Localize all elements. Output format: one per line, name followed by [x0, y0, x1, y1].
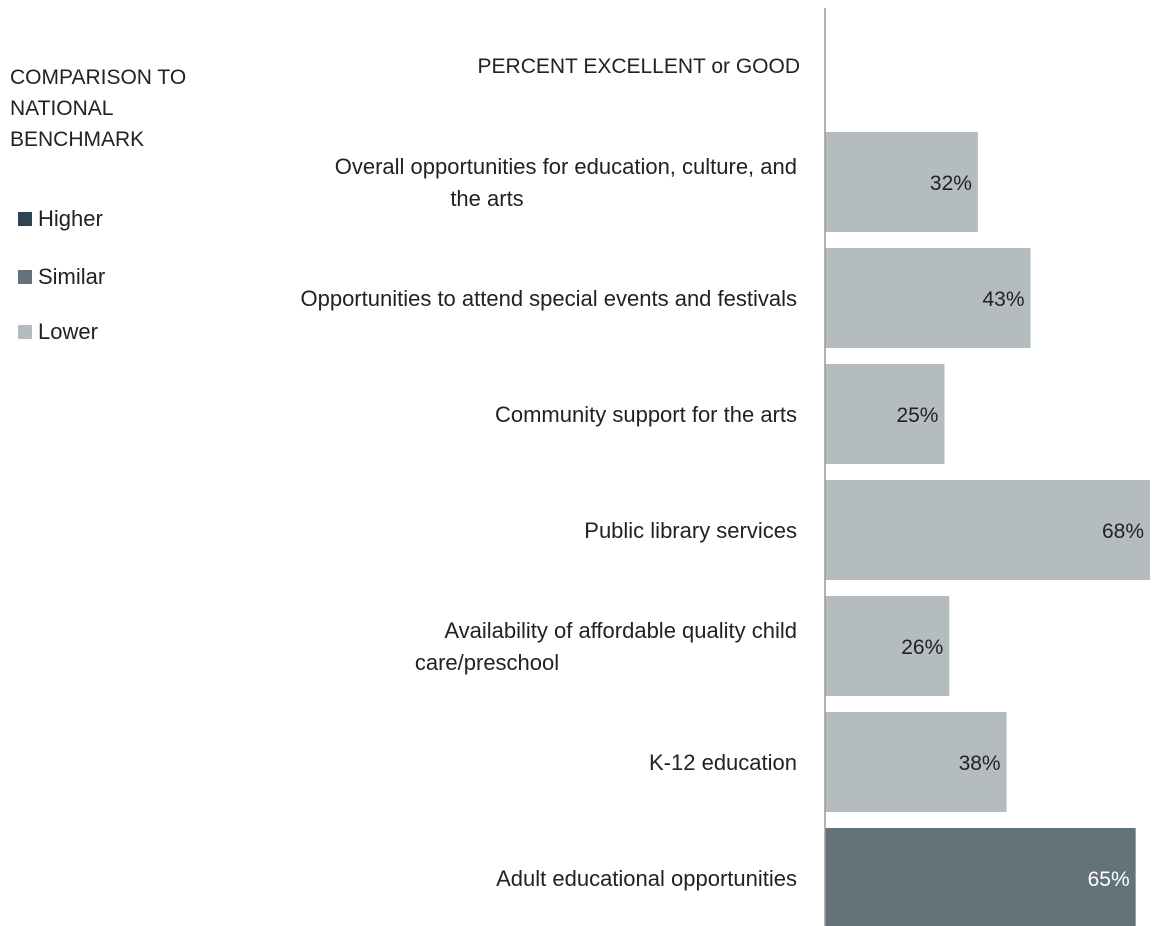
category-label: Opportunities to attend special events a… [300, 286, 797, 311]
bar [825, 828, 1136, 926]
legend-swatch-lower [18, 325, 32, 339]
category-label: Community support for the arts [495, 402, 797, 427]
legend-swatch-higher [18, 212, 32, 226]
bar [825, 596, 950, 696]
category-label: Overall opportunities for education, cul… [335, 154, 797, 211]
bar-value-label: 38% [959, 752, 1001, 775]
category-label: K-12 education [649, 750, 797, 775]
chart-header-label: PERCENT EXCELLENT or GOOD [477, 55, 800, 78]
bar [825, 480, 1150, 580]
legend-label-higher: Higher [38, 206, 103, 231]
category-label: Availability of affordable quality child… [415, 618, 797, 675]
legend-item-similar: Similar [18, 264, 105, 290]
bar-value-label: 32% [930, 172, 972, 195]
legend-label-similar: Similar [38, 264, 106, 289]
legend-title: COMPARISON TO NATIONAL BENCHMARK [10, 66, 187, 151]
legend-item-higher: Higher [18, 206, 103, 232]
category-label: Public library services [584, 518, 797, 543]
bar [825, 712, 1007, 812]
legend-label-lower: Lower [38, 319, 98, 344]
bar-value-label: 26% [901, 636, 943, 659]
bar-value-label: 65% [1088, 868, 1130, 891]
category-label: Adult educational opportunities [496, 866, 797, 891]
bar-value-label: 43% [982, 288, 1024, 311]
bar [825, 364, 945, 464]
bar-value-label: 68% [1102, 520, 1144, 543]
legend-item-lower: Lower [18, 319, 98, 345]
legend-swatch-similar [18, 270, 32, 284]
bar [825, 248, 1031, 348]
bar-value-label: 25% [896, 404, 938, 427]
bar [825, 132, 978, 232]
